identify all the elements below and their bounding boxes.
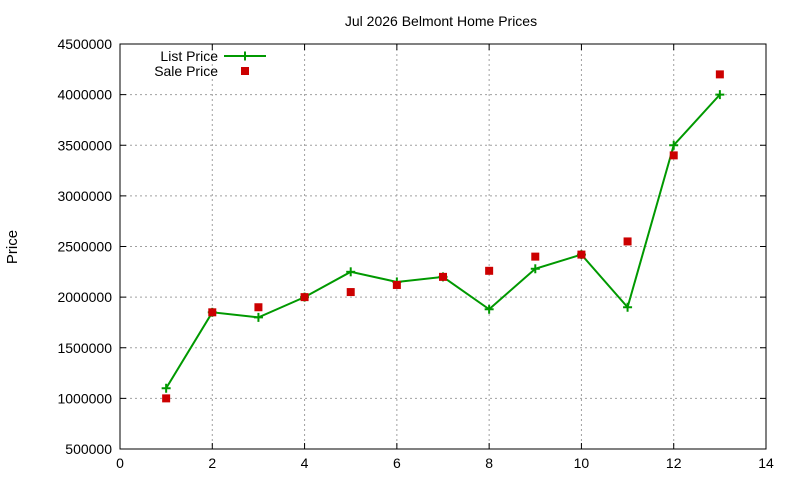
- data-point-list-price: [530, 264, 540, 274]
- data-point-sale-price: [162, 394, 171, 403]
- legend-marker-sale-price: [241, 67, 249, 75]
- legend-label-sale-price: Sale Price: [154, 63, 218, 79]
- y-tick-label: 2000000: [57, 289, 112, 305]
- legend-marker-list-price: [240, 51, 250, 61]
- x-tick-label: 12: [666, 455, 682, 471]
- data-point-list-price: [623, 302, 633, 312]
- axes: 0 2 4 6 8 10 12 14 500000 1000000 1500000 2000000 25…: [57, 36, 774, 471]
- data-point-sale-price: [254, 303, 263, 312]
- chart-title: Jul 2026 Belmont Home Prices: [345, 13, 537, 29]
- plot-area: [161, 70, 725, 403]
- data-point-sale-price: [439, 272, 447, 281]
- y-tick-label: 500000: [65, 441, 112, 457]
- data-point-sale-price: [623, 237, 632, 246]
- data-point-sale-price: [300, 293, 309, 302]
- y-tick-label: 1500000: [57, 340, 112, 356]
- data-point-sale-price: [208, 308, 217, 317]
- x-tick-label: 4: [301, 455, 309, 471]
- data-point-list-price: [669, 140, 679, 150]
- y-tick-label: 2500000: [57, 239, 112, 255]
- data-point-sale-price: [346, 288, 355, 297]
- legend-label-list-price: List Price: [160, 48, 218, 64]
- y-tick-label: 3500000: [57, 137, 112, 153]
- data-point-list-price: [715, 90, 725, 100]
- grid: [120, 44, 766, 449]
- data-point-list-price: [161, 383, 171, 393]
- data-point-list-price: [253, 312, 263, 322]
- x-tick-label: 10: [574, 455, 590, 471]
- data-point-sale-price: [392, 280, 401, 289]
- data-point-sale-price: [577, 250, 586, 259]
- x-tick-label: 0: [116, 455, 124, 471]
- data-point-sale-price: [669, 151, 678, 160]
- legend: List Price Sale Price: [154, 48, 266, 79]
- data-point-list-price: [484, 304, 494, 314]
- data-point-list-price: [346, 267, 356, 277]
- y-tick-label: 1000000: [57, 390, 112, 406]
- x-tick-label: 14: [758, 455, 774, 471]
- data-point-sale-price: [715, 70, 724, 79]
- y-tick-label: 3000000: [57, 188, 112, 204]
- x-tick-label: 2: [208, 455, 216, 471]
- x-tick-label: 6: [393, 455, 401, 471]
- series-line-list-price: [165, 93, 721, 389]
- data-point-sale-price: [531, 252, 540, 261]
- y-tick-label: 4000000: [57, 87, 112, 103]
- x-tick-label: 8: [485, 455, 493, 471]
- y-axis-label: Price: [4, 230, 21, 264]
- data-point-sale-price: [485, 266, 494, 275]
- y-tick-label: 4500000: [57, 36, 112, 52]
